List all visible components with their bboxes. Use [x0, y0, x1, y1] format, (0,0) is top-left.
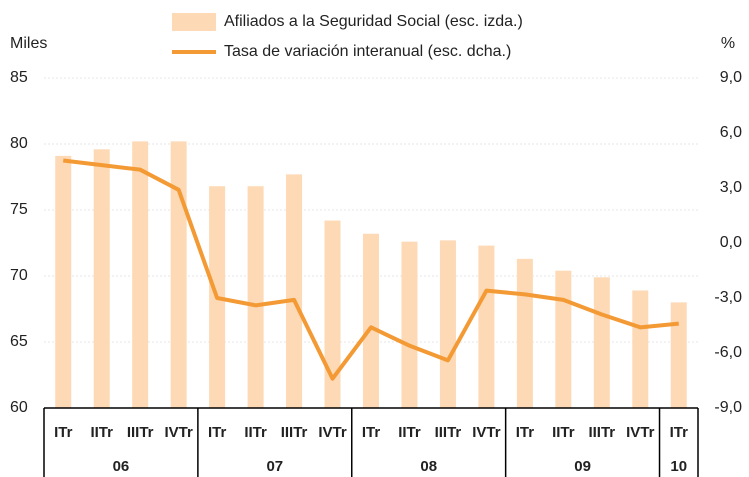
- bar: [478, 245, 495, 408]
- bar: [132, 141, 149, 409]
- y2-tick-label: 6,0: [720, 124, 742, 141]
- y-axis-label: Miles: [10, 35, 47, 52]
- x-tick-label: ITr: [516, 424, 535, 441]
- x-tick-label: ITr: [54, 424, 73, 441]
- x-tick-label: ITr: [208, 424, 227, 441]
- group-label: 08: [420, 458, 437, 475]
- bar: [55, 155, 72, 408]
- x-tick-label: IIITr: [281, 424, 308, 441]
- y-tick-label: 85: [10, 69, 28, 86]
- bar: [363, 233, 379, 408]
- x-tick-label: IIITr: [588, 424, 615, 441]
- x-tick-label: IVTr: [318, 424, 347, 441]
- x-tick-label: IIITr: [127, 424, 154, 441]
- y2-tick-label: 9,0: [720, 69, 742, 86]
- bar: [593, 277, 610, 408]
- x-tick-label: IIITr: [435, 424, 462, 441]
- y2-tick-label: 3,0: [720, 179, 742, 196]
- x-tick-label: ITr: [670, 424, 689, 441]
- group-label: 06: [113, 458, 130, 475]
- bar: [439, 240, 456, 408]
- bar: [632, 290, 649, 408]
- y2-tick-label: -9,0: [714, 399, 742, 416]
- group-label: 10: [670, 458, 687, 475]
- y2-tick-label: 0,0: [720, 234, 742, 251]
- bar: [401, 241, 418, 408]
- bar: [247, 186, 264, 408]
- bar: [670, 302, 687, 408]
- y-tick-label: 60: [10, 399, 28, 416]
- x-tick-label: IITr: [398, 424, 421, 441]
- bar: [93, 149, 110, 408]
- legend-label: Afiliados a la Seguridad Social (esc. iz…: [224, 13, 523, 30]
- bar: [516, 258, 533, 408]
- bar: [324, 220, 341, 408]
- x-tick-label: IITr: [90, 424, 113, 441]
- x-tick-label: IVTr: [164, 424, 193, 441]
- line-series: [62, 158, 679, 381]
- y-tick-label: 65: [10, 333, 28, 350]
- y-tick-label: 75: [10, 201, 28, 218]
- x-tick-label: ITr: [362, 424, 381, 441]
- legend-swatch: [172, 13, 216, 31]
- y-tick-label: 80: [10, 135, 28, 152]
- group-label: 07: [266, 458, 283, 475]
- x-tick-label: IITr: [244, 424, 267, 441]
- y2-tick-label: -6,0: [714, 344, 742, 361]
- legend-label: Tasa de variación interanual (esc. dcha.…: [224, 43, 511, 60]
- x-tick-label: IITr: [552, 424, 575, 441]
- y2-tick-label: -3,0: [714, 289, 742, 306]
- y2-axis-label: %: [721, 35, 735, 52]
- bar: [170, 141, 187, 409]
- y-tick-label: 70: [10, 267, 28, 284]
- x-tick-label: IVTr: [472, 424, 501, 441]
- x-tick-label: IVTr: [626, 424, 655, 441]
- group-label: 09: [574, 458, 591, 475]
- bar: [286, 174, 303, 408]
- bar: [555, 270, 572, 408]
